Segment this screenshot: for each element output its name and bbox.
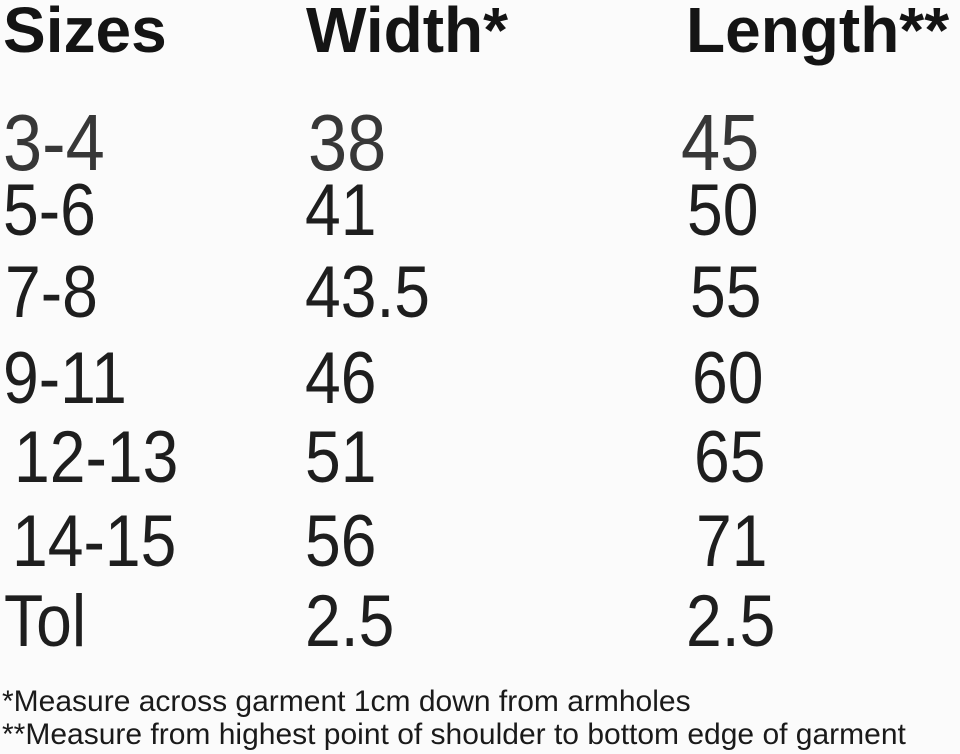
length-cell: 71 bbox=[696, 501, 768, 582]
size-cell: 3-4 bbox=[3, 98, 105, 187]
table-row: 14-15 56 71 bbox=[0, 505, 960, 587]
width-measure-footnote: *Measure across garment 1cm down from ar… bbox=[2, 685, 691, 718]
size-cell: 14-15 bbox=[12, 501, 177, 582]
size-cell: Tol bbox=[4, 581, 87, 662]
column-header-sizes: Sizes bbox=[3, 0, 167, 66]
column-header-length: Length** bbox=[686, 0, 950, 66]
table-row: 12-13 51 65 bbox=[0, 421, 960, 503]
length-measure-footnote: **Measure from highest point of shoulder… bbox=[2, 718, 906, 751]
table-row: 7-8 43.5 55 bbox=[0, 256, 960, 338]
table-row: 3-4 38 45 bbox=[0, 103, 960, 185]
size-cell: 9-11 bbox=[3, 338, 127, 419]
size-cell: 12-13 bbox=[14, 417, 179, 498]
length-cell: 65 bbox=[694, 417, 766, 498]
table-row: 9-11 46 60 bbox=[0, 342, 960, 424]
width-cell: 46 bbox=[305, 338, 377, 419]
column-header-width: Width* bbox=[306, 0, 509, 66]
width-cell: 2.5 bbox=[305, 581, 395, 662]
length-cell: 60 bbox=[692, 338, 764, 419]
size-cell: 5-6 bbox=[3, 170, 96, 251]
length-cell: 2.5 bbox=[686, 581, 776, 662]
length-cell: 50 bbox=[687, 170, 759, 251]
width-cell: 56 bbox=[305, 501, 377, 582]
width-cell: 38 bbox=[308, 98, 387, 187]
table-row: 5-6 41 50 bbox=[0, 174, 960, 256]
table-row: Tol 2.5 2.5 bbox=[0, 585, 960, 667]
length-cell: 45 bbox=[681, 98, 760, 187]
width-cell: 43.5 bbox=[305, 252, 431, 333]
width-cell: 51 bbox=[305, 417, 377, 498]
width-cell: 41 bbox=[305, 170, 377, 251]
length-cell: 55 bbox=[690, 252, 762, 333]
size-cell: 7-8 bbox=[5, 252, 98, 333]
